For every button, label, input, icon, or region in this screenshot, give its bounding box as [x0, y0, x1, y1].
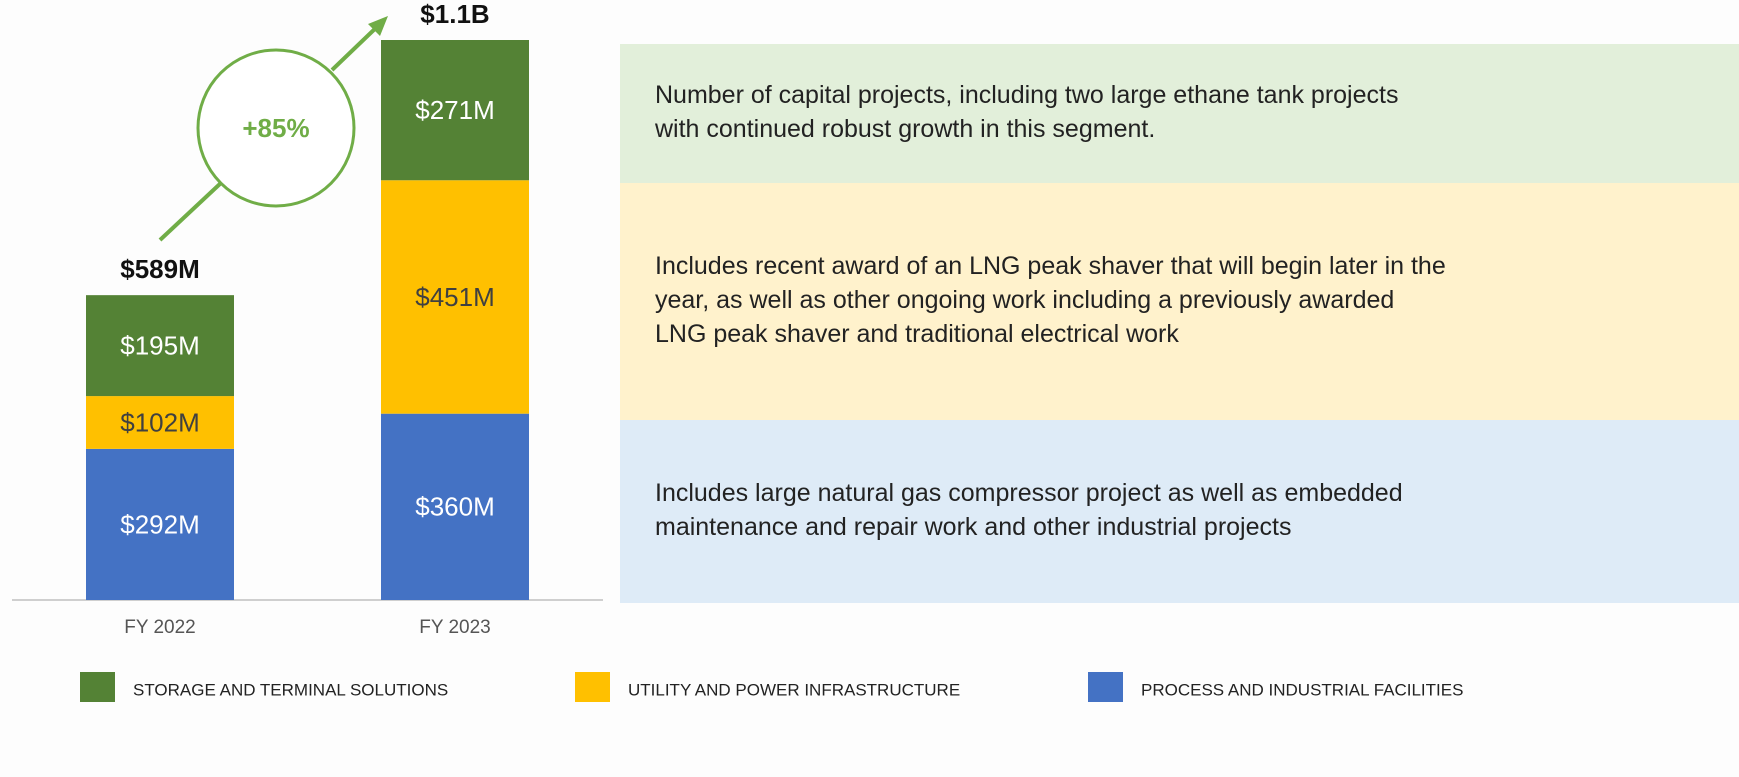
legend-swatch: [575, 672, 610, 702]
note-text: with continued robust growth in this seg…: [654, 115, 1155, 143]
value-label: $271M: [415, 95, 495, 125]
note-panel: [620, 420, 1739, 603]
legend-swatch: [1088, 672, 1123, 702]
value-label: $102M: [120, 407, 200, 437]
value-label: $292M: [120, 509, 200, 539]
bar-segment: [381, 180, 529, 414]
bar-segment: [86, 295, 234, 397]
value-label: $360M: [415, 492, 495, 522]
bar-segment: [381, 413, 529, 600]
legend-label: PROCESS AND INDUSTRIAL FACILITIES: [1141, 680, 1463, 699]
legend-swatch: [80, 672, 115, 702]
total-label: $589M: [120, 254, 200, 284]
arrow-head: [368, 16, 388, 36]
note-text: year, as well as other ongoing work incl…: [655, 286, 1394, 314]
total-label: $1.1B: [420, 0, 489, 29]
legend-label: STORAGE AND TERMINAL SOLUTIONS: [133, 680, 448, 699]
bar-segment: [86, 448, 234, 600]
legend-label: UTILITY AND POWER INFRASTRUCTURE: [628, 680, 960, 699]
growth-label: +85%: [242, 113, 309, 143]
bar-segment: [381, 40, 529, 181]
value-label: $195M: [120, 330, 200, 360]
note-panel: [620, 183, 1739, 420]
growth-circle: [196, 48, 356, 208]
note-panel: [620, 44, 1739, 183]
bar-segment: [86, 396, 234, 449]
value-label: $451M: [415, 282, 495, 312]
note-text: LNG peak shaver and traditional electric…: [655, 320, 1179, 348]
note-text: Includes recent award of an LNG peak sha…: [655, 252, 1446, 280]
arrow-line: [330, 22, 382, 72]
note-text: Includes large natural gas compressor pr…: [655, 479, 1403, 507]
note-text: maintenance and repair work and other in…: [655, 513, 1291, 541]
growth-annotation: +85%: [158, 16, 388, 242]
note-text: Number of capital projects, including tw…: [655, 81, 1398, 109]
x-tick-label: FY 2023: [419, 617, 490, 638]
arrow-line: [158, 180, 224, 242]
x-tick-label: FY 2022: [124, 617, 195, 638]
